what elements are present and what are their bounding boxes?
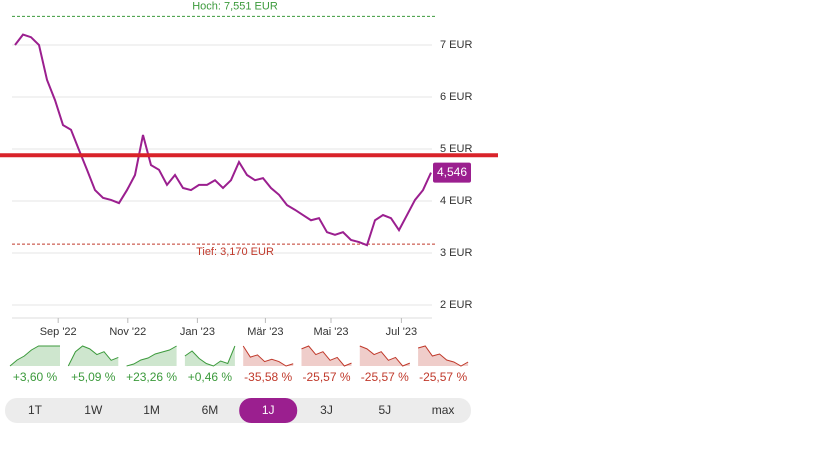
performance-label: +3,60 % bbox=[13, 370, 58, 384]
sparkline bbox=[184, 345, 236, 367]
period-active bbox=[239, 398, 298, 423]
performance-label: +5,09 % bbox=[71, 370, 116, 384]
period-bar bbox=[5, 398, 471, 423]
y-tick-label: 5 EUR bbox=[440, 143, 472, 155]
x-tick-label: Sep '22 bbox=[40, 326, 77, 338]
performance-label: -25,57 % bbox=[361, 370, 409, 384]
y-tick-label: 2 EUR bbox=[440, 299, 472, 311]
sparkline bbox=[301, 345, 352, 367]
sparkline bbox=[359, 345, 410, 367]
sparkline bbox=[242, 345, 294, 367]
period-button[interactable]: max bbox=[432, 403, 455, 417]
current-badge bbox=[433, 162, 471, 183]
y-tick-label: 3 EUR bbox=[440, 247, 472, 259]
x-tick-label: Jan '23 bbox=[180, 326, 215, 338]
sparkline bbox=[67, 345, 119, 367]
period-button[interactable]: 1J bbox=[262, 403, 275, 417]
sparkline-area bbox=[68, 346, 119, 366]
performance-label: -25,57 % bbox=[419, 370, 467, 384]
x-tick-label: Nov '22 bbox=[109, 326, 146, 338]
current-label: 4,546 bbox=[437, 165, 467, 179]
low-label: Tief: 3,170 EUR bbox=[196, 246, 274, 258]
y-tick-label: 6 EUR bbox=[440, 91, 472, 103]
price-line bbox=[14, 33, 432, 247]
period-button[interactable]: 1M bbox=[143, 403, 160, 417]
sparkline bbox=[126, 345, 177, 367]
period-button[interactable]: 1W bbox=[84, 403, 103, 417]
sparkline bbox=[9, 345, 60, 367]
period-button[interactable]: 1T bbox=[28, 403, 43, 417]
y-tick-label: 7 EUR bbox=[440, 39, 472, 51]
sparkline-area bbox=[184, 346, 235, 366]
performance-label: +0,46 % bbox=[188, 370, 233, 384]
x-tick-label: Mär '23 bbox=[247, 326, 283, 338]
high-label: Hoch: 7,551 EUR bbox=[192, 0, 278, 12]
performance-label: +23,26 % bbox=[126, 370, 177, 384]
period-button[interactable]: 3J bbox=[320, 403, 333, 417]
period-button[interactable]: 6M bbox=[202, 403, 219, 417]
performance-label: -25,57 % bbox=[302, 370, 350, 384]
sparkline-area bbox=[10, 346, 60, 366]
sparkline-area bbox=[243, 346, 294, 366]
sparkline-area bbox=[418, 346, 469, 366]
sparkline bbox=[417, 345, 469, 367]
x-tick-label: Mai '23 bbox=[313, 326, 348, 338]
x-tick-label: Jul '23 bbox=[386, 326, 417, 338]
period-button[interactable]: 5J bbox=[378, 403, 391, 417]
y-tick-label: 4 EUR bbox=[440, 195, 472, 207]
performance-label: -35,58 % bbox=[244, 370, 292, 384]
